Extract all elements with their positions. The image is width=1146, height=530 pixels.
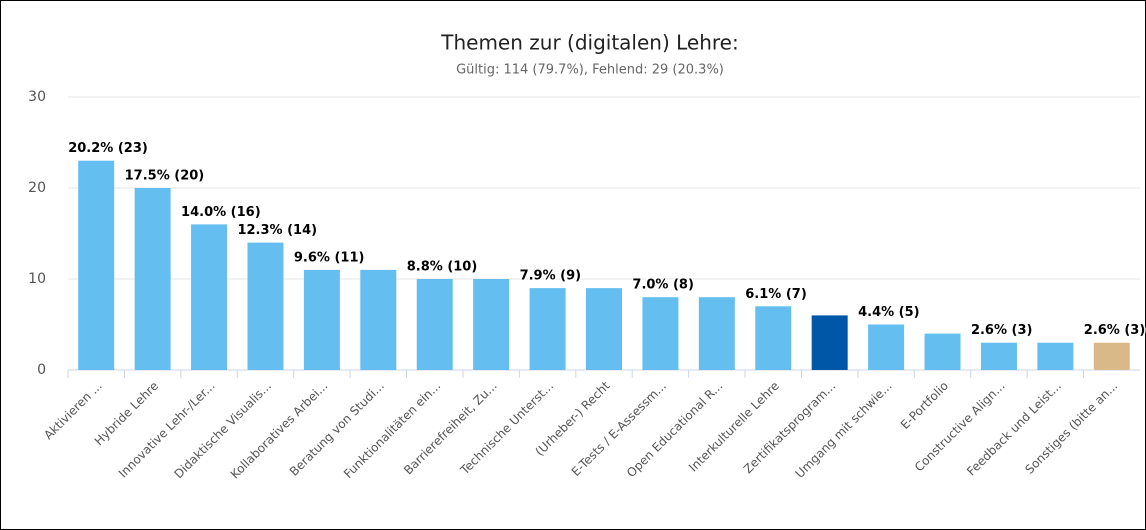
bar	[1037, 342, 1074, 370]
data-label: 9.6% (11)	[294, 250, 365, 265]
data-label: 2.6% (3)	[1084, 323, 1146, 338]
bar	[360, 269, 397, 370]
chart-subtitle: Gültig: 114 (79.7%), Fehlend: 29 (20.3%)	[456, 63, 724, 78]
chart-title: Themen zur (digitalen) Lehre:	[440, 31, 738, 55]
data-label: 4.4% (5)	[858, 305, 920, 320]
data-label: 7.9% (9)	[520, 269, 582, 284]
bar	[980, 342, 1017, 370]
bar	[303, 269, 340, 370]
data-label: 6.1% (7)	[745, 287, 807, 302]
bar	[586, 288, 622, 370]
bar	[642, 297, 679, 370]
bar	[1093, 342, 1130, 370]
data-label: 12.3% (14)	[237, 223, 317, 238]
bar	[247, 242, 284, 370]
bar	[811, 315, 848, 370]
y-tick-label: 10	[28, 271, 46, 287]
data-label: 20.2% (23)	[68, 141, 148, 156]
bar	[78, 160, 115, 370]
data-label: 8.8% (10)	[407, 260, 478, 275]
bar	[924, 333, 961, 370]
bar	[191, 224, 228, 370]
data-label: 7.0% (8)	[632, 278, 694, 293]
data-label: 2.6% (3)	[971, 323, 1033, 338]
bar	[698, 297, 735, 370]
y-tick-label: 0	[37, 362, 46, 378]
data-label: 14.0% (16)	[181, 205, 261, 220]
bar	[134, 188, 171, 370]
bar	[529, 288, 566, 370]
y-tick-label: 30	[28, 89, 46, 105]
bar	[755, 306, 792, 370]
bar	[416, 279, 453, 370]
bar	[473, 279, 510, 370]
data-label: 17.5% (20)	[125, 169, 205, 184]
bar	[868, 324, 905, 370]
y-tick-label: 20	[28, 180, 46, 196]
